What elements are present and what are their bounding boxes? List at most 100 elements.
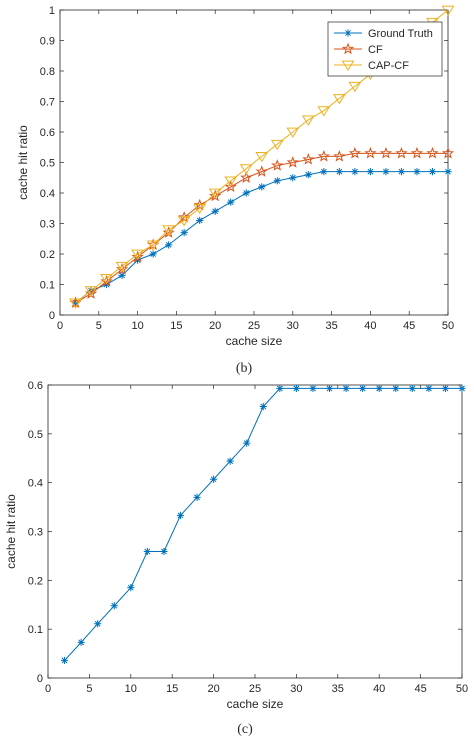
data-point [413, 168, 421, 176]
x-tick-label: 15 [170, 320, 182, 332]
data-point [286, 127, 300, 138]
data-point [146, 240, 160, 251]
data-point [84, 286, 98, 297]
y-tick-label: 0.5 [40, 158, 55, 170]
x-tick-label: 15 [166, 683, 178, 695]
data-point [162, 225, 176, 236]
data-point [177, 216, 191, 227]
data-point [196, 216, 204, 225]
y-tick-label: 0.2 [40, 249, 55, 261]
x-tick-label: 30 [287, 320, 299, 332]
data-point [165, 241, 173, 249]
data-point [302, 153, 315, 165]
data-point [344, 29, 352, 37]
y-axis-label: cache hit ratio [16, 125, 30, 200]
data-point [342, 384, 350, 393]
x-tick-label: 30 [290, 683, 302, 695]
panel-caption: (c) [237, 722, 253, 737]
data-point [428, 168, 437, 176]
data-point [426, 146, 439, 159]
data-point [441, 384, 450, 393]
data-point [143, 547, 151, 556]
data-point [193, 203, 207, 215]
data-point [382, 168, 390, 176]
legend-entry: CF [334, 42, 383, 56]
data-point [366, 168, 374, 176]
x-tick-label: 40 [364, 320, 376, 332]
x-axis-label: cache size [226, 334, 283, 348]
y-tick-label: 0.2 [28, 575, 43, 587]
data-point [341, 60, 355, 71]
data-point [193, 493, 201, 501]
data-point [341, 42, 355, 55]
legend-box [327, 21, 443, 77]
legend-entry: Ground Truth [334, 28, 433, 40]
data-point [258, 183, 266, 191]
data-point [309, 384, 317, 393]
data-point [60, 656, 69, 665]
data-point [127, 584, 135, 592]
x-axis-label: cache size [227, 697, 284, 711]
x-tick-label: 50 [456, 683, 468, 695]
data-point [211, 207, 219, 215]
y-tick-label: 0.3 [40, 219, 55, 231]
y-axis-label: cache hit ratio [4, 494, 18, 569]
y-tick-label: 0.4 [40, 188, 55, 200]
data-point [304, 171, 312, 179]
data-point [239, 164, 253, 175]
chart-panel-b: 0 5 10 15 20 25 30 35 40 45 50 0 0.1 0.2 0.3 0.4 0.5 0.6 0… [16, 5, 455, 348]
x-tick-label: 25 [248, 320, 260, 332]
x-tick-label: 10 [131, 320, 143, 332]
y-tick-label: 0.5 [28, 429, 43, 441]
plot-area [47, 384, 463, 679]
data-point [178, 210, 191, 223]
data-point [115, 261, 129, 273]
data-point [259, 402, 267, 411]
y-tick-label: 0.9 [40, 36, 55, 48]
data-point [317, 149, 330, 162]
data-point [208, 188, 222, 199]
data-point [292, 384, 300, 393]
data-point [118, 271, 126, 279]
y-tick-label: 1 [49, 5, 55, 17]
data-point [458, 384, 466, 393]
data-point [375, 384, 383, 393]
y-tick-label: 0.6 [40, 127, 55, 139]
x-tick-label: 10 [125, 683, 137, 695]
data-point [276, 384, 284, 393]
data-point [351, 168, 359, 176]
data-point [240, 171, 253, 183]
data-point [335, 168, 343, 176]
data-point [102, 280, 111, 289]
chart-panel-c: 0 5 10 15 20 25 30 35 40 45 50 0 0.1 0.2 0.3 0.4 0.5 0.6 c… [4, 380, 468, 711]
data-point [289, 174, 297, 182]
data-point [392, 384, 400, 393]
y-tick-label: 0.1 [28, 624, 43, 636]
x-tick-label: 0 [57, 320, 63, 332]
data-point [364, 146, 377, 159]
data-point [397, 168, 406, 176]
x-tick-label: 0 [45, 683, 51, 695]
data-point [224, 180, 237, 193]
x-tick-label: 5 [86, 683, 92, 695]
data-point [77, 638, 85, 646]
y-tick-label: 0.8 [40, 66, 55, 78]
x-tick-label: 40 [373, 683, 385, 695]
data-point [348, 146, 361, 159]
data-point [320, 168, 328, 176]
data-point [94, 620, 102, 628]
data-point [444, 168, 452, 176]
data-point [255, 152, 269, 163]
data-point [301, 115, 315, 126]
x-tick-label: 25 [249, 683, 261, 695]
legend-label: CF [368, 44, 383, 56]
data-point [317, 106, 331, 117]
data-point [286, 156, 299, 168]
y-tick-label: 0 [37, 673, 43, 685]
data-point [270, 139, 284, 151]
data-point [359, 384, 367, 393]
y-tick-label: 0.7 [40, 97, 55, 109]
data-point [273, 177, 281, 185]
series-cf [69, 146, 455, 309]
x-tick-label: 35 [332, 683, 344, 695]
